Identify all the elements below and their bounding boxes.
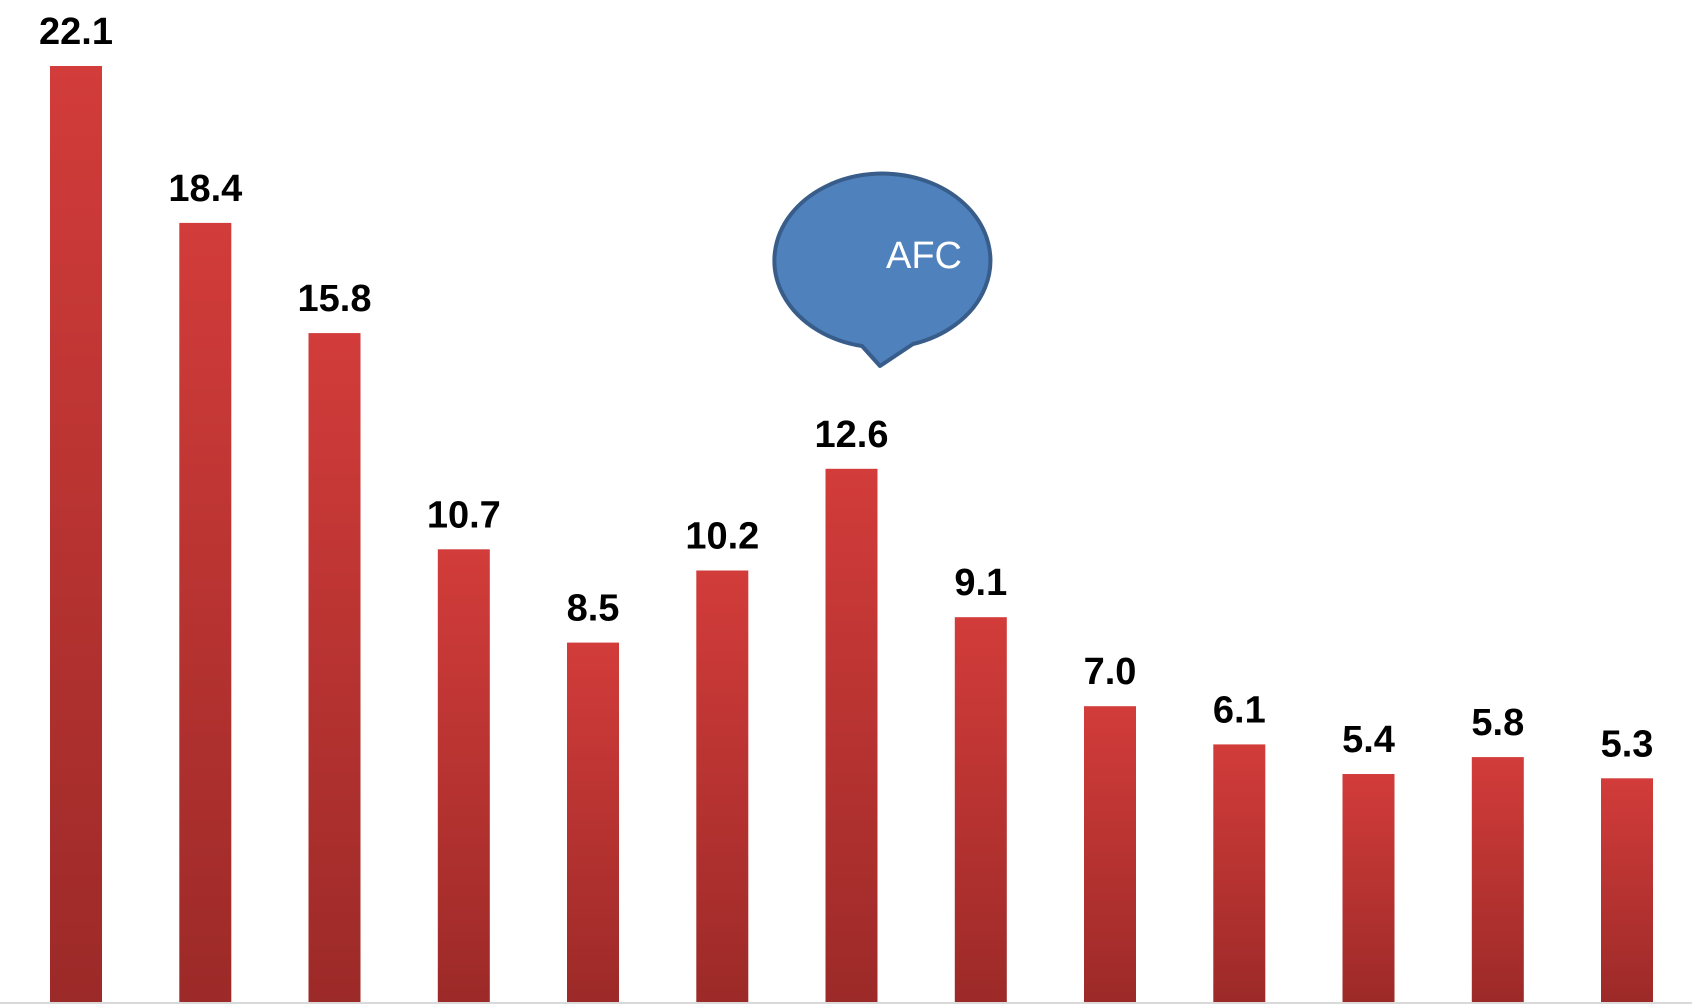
data-label-9: 7.0 (1084, 651, 1137, 693)
data-label-2: 18.4 (168, 168, 242, 210)
data-label-3: 15.8 (298, 278, 372, 320)
bar-10 (1213, 744, 1266, 1003)
bar-1 (50, 66, 102, 1003)
data-label-7: 12.6 (815, 414, 889, 456)
data-label-12: 5.8 (1471, 702, 1524, 744)
bar-6 (696, 570, 749, 1003)
data-label-13: 5.3 (1601, 723, 1654, 765)
data-label-4: 10.7 (427, 494, 501, 536)
bar-8 (954, 617, 1007, 1003)
data-label-8: 9.1 (954, 562, 1007, 604)
bar-11 (1342, 774, 1395, 1003)
data-label-11: 5.4 (1342, 719, 1395, 761)
bars-layer (50, 66, 1653, 1004)
bar-2 (179, 222, 232, 1003)
bar-13 (1601, 778, 1653, 1003)
data-label-1: 22.1 (39, 11, 113, 53)
callout-bubble (772, 171, 993, 368)
bar-12 (1471, 757, 1524, 1003)
data-labels-layer: 22.1 18.4 15.8 10.7 8.5 10.2 12.6 9.1 7.0 6.1 5.4 5… (39, 11, 1653, 765)
bar-7 (825, 468, 878, 1003)
data-label-6: 10.2 (685, 516, 759, 558)
callout-text: AFC (886, 235, 962, 277)
bar-9 (1084, 706, 1136, 1003)
bar-5 (567, 642, 619, 1003)
data-label-10: 6.1 (1213, 689, 1266, 731)
afc-callout: AFC (772, 171, 993, 368)
bar-3 (308, 333, 361, 1004)
bar-4 (437, 549, 490, 1003)
data-label-5: 8.5 (567, 588, 620, 630)
